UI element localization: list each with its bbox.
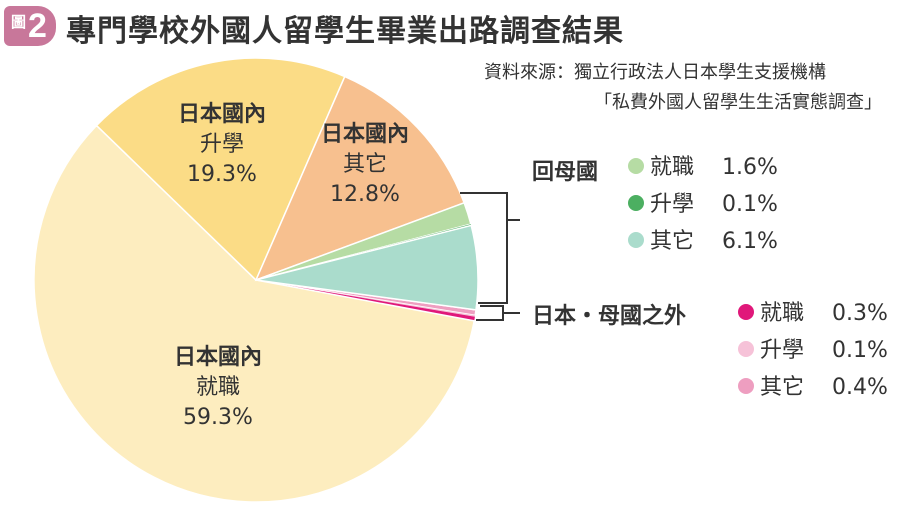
legend-item-outside-further-study: 升學 0.1% bbox=[738, 336, 888, 366]
legend-value: 0.1% bbox=[832, 338, 888, 363]
legend-label: 就職 bbox=[650, 155, 695, 180]
legend-value: 1.6% bbox=[722, 155, 778, 180]
group-title-return-home: 回母國 bbox=[532, 160, 599, 185]
legend-item-return-home-employment: 就職 1.6% bbox=[628, 153, 778, 183]
pie-label-japan-further-study: 日本國內 升學 19.3% bbox=[178, 100, 266, 190]
bracket-outside bbox=[480, 305, 520, 314]
slice-return-home-employment bbox=[255, 201, 472, 281]
bracket-return-home bbox=[460, 192, 520, 221]
source-line-2: 「私費外國人留學生生活實態調查」 bbox=[594, 92, 882, 113]
figure-badge-number: 2 bbox=[28, 7, 47, 45]
pie-label-japan-employment: 日本國內 就職 59.3% bbox=[174, 343, 262, 433]
pie-label-japan-other: 日本國內 其它 12.8% bbox=[321, 120, 409, 210]
legend-label: 就職 bbox=[760, 301, 805, 326]
pie-label-category: 就職 bbox=[195, 375, 241, 400]
legend-label: 其它 bbox=[760, 375, 805, 400]
group-brackets bbox=[460, 192, 520, 321]
legend-item-return-home-other: 其它 6.1% bbox=[628, 227, 778, 257]
pie-label-group: 日本國內 bbox=[173, 345, 263, 370]
source-line-1: 資料來源：獨立行政法人日本學生支援機構 bbox=[484, 62, 826, 83]
legend-swatch bbox=[628, 195, 644, 211]
pie-label-group: 日本國內 bbox=[320, 122, 410, 147]
chart-title: 專門學校外國人留學生畢業出路調查結果 bbox=[66, 14, 624, 49]
legend-item-return-home-further-study: 升學 0.1% bbox=[628, 190, 778, 220]
legend-swatch bbox=[738, 341, 754, 357]
legend-swatch bbox=[628, 232, 644, 248]
legend-swatch bbox=[738, 304, 754, 320]
legend-item-outside-other: 其它 0.4% bbox=[738, 373, 888, 403]
pie-label-category: 其它 bbox=[342, 152, 388, 177]
pie-label-value: 19.3% bbox=[187, 162, 257, 187]
figure-badge-kanji: 圖 bbox=[11, 13, 27, 31]
slice-return-home-other bbox=[255, 224, 479, 311]
legend-item-outside-employment: 就職 0.3% bbox=[738, 299, 888, 329]
legend-value: 0.1% bbox=[722, 192, 778, 217]
bracket-outside-bottom bbox=[476, 313, 504, 321]
slice-japan-employment bbox=[33, 124, 476, 503]
legend-value: 0.4% bbox=[832, 375, 888, 400]
figure-badge: 圖 2 bbox=[4, 6, 56, 46]
source-note: 資料來源：獨立行政法人日本學生支援機構 「私費外國人留學生生活實態調查」 bbox=[484, 58, 882, 118]
slice-japan-further-study bbox=[95, 57, 346, 282]
legend-swatch bbox=[738, 378, 754, 394]
legend-swatch bbox=[628, 158, 644, 174]
pie-label-group: 日本國內 bbox=[177, 102, 267, 127]
bracket-return-home-bottom bbox=[478, 220, 508, 304]
legend-value: 6.1% bbox=[722, 229, 778, 254]
legend-label: 其它 bbox=[650, 229, 695, 254]
legend-value: 0.3% bbox=[832, 301, 888, 326]
pie-label-category: 升學 bbox=[199, 132, 245, 157]
legend-label: 升學 bbox=[760, 338, 805, 363]
pie-label-value: 12.8% bbox=[330, 182, 400, 207]
pie-label-value: 59.3% bbox=[183, 405, 253, 430]
slice-japan-other bbox=[254, 75, 466, 282]
legend-label: 升學 bbox=[650, 192, 695, 217]
slice-outside-further-study bbox=[256, 280, 476, 317]
group-title-outside: 日本・母國之外 bbox=[532, 304, 687, 329]
